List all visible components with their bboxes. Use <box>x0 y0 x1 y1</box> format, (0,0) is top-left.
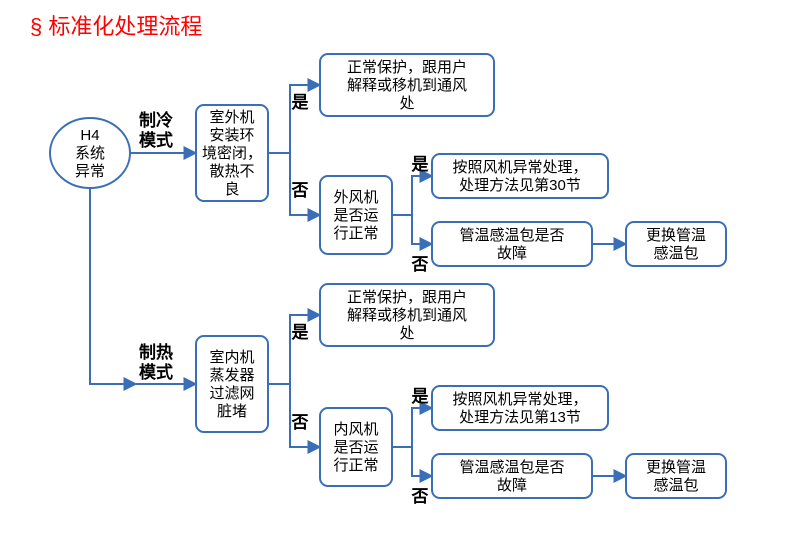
svg-text:更换管温感温包: 更换管温感温包 <box>646 459 706 494</box>
edge-heatfan-no <box>412 447 432 476</box>
edge-label-cool-no: 否 <box>291 181 309 200</box>
edge-label-heat-yes: 是 <box>292 323 309 342</box>
svg-text:制冷模式: 制冷模式 <box>139 110 173 150</box>
edge-label-heatfan-yes: 是 <box>412 387 429 406</box>
node-cool_repl: 更换管温感温包 <box>626 222 726 266</box>
node-heat_cond: 室内机蒸发器过滤网脏堵 <box>196 336 268 432</box>
edge-heatfan-yes <box>412 408 432 447</box>
svg-text:制热模式: 制热模式 <box>139 342 173 382</box>
edge-label-heatfan-no: 否 <box>411 487 429 506</box>
flowchart-canvas: § 标准化处理流程 H4系统异常室外机安装环境密闭，散热不良正常保护，跟用户解释… <box>0 0 787 554</box>
node-cool_yes: 正常保护，跟用户解释或移机到通风处 <box>320 54 494 116</box>
node-heat_tube: 管温感温包是否故障 <box>432 454 592 498</box>
svg-text:按照风机异常处理，处理方法见第30节: 按照风机异常处理，处理方法见第30节 <box>452 159 587 194</box>
edge-label-coolfan-no: 否 <box>411 255 429 274</box>
mode-label-heat: 制热模式 <box>139 342 173 382</box>
edge-label-cool-yes: 是 <box>292 93 309 112</box>
node-heat_yes: 正常保护，跟用户解释或移机到通风处 <box>320 284 494 346</box>
node-heat_fan_y: 按照风机异常处理，处理方法见第13节 <box>432 386 608 430</box>
diagram-title: § 标准化处理流程 <box>30 14 202 39</box>
node-cool_fan: 外风机是否运行正常 <box>320 176 392 254</box>
node-cool_fan_y: 按照风机异常处理，处理方法见第30节 <box>432 154 608 198</box>
edge-label-coolfan-yes: 是 <box>412 155 429 174</box>
node-start: H4系统异常 <box>50 118 130 188</box>
svg-text:外风机是否运行正常: 外风机是否运行正常 <box>333 189 378 242</box>
node-heat_fan: 内风机是否运行正常 <box>320 408 392 486</box>
edge-coolfan-yes <box>412 176 432 215</box>
mode-label-cool: 制冷模式 <box>139 110 173 150</box>
svg-text:更换管温感温包: 更换管温感温包 <box>646 227 706 262</box>
node-heat_repl: 更换管温感温包 <box>626 454 726 498</box>
node-cool_tube: 管温感温包是否故障 <box>432 222 592 266</box>
edge-coolfan-no <box>412 215 432 244</box>
node-cool_cond: 室外机安装环境密闭，散热不良 <box>196 105 268 201</box>
svg-text:内风机是否运行正常: 内风机是否运行正常 <box>333 421 378 474</box>
edge-label-heat-no: 否 <box>291 413 309 432</box>
svg-text:按照风机异常处理，处理方法见第13节: 按照风机异常处理，处理方法见第13节 <box>452 391 587 426</box>
edge-start-down <box>90 188 136 384</box>
